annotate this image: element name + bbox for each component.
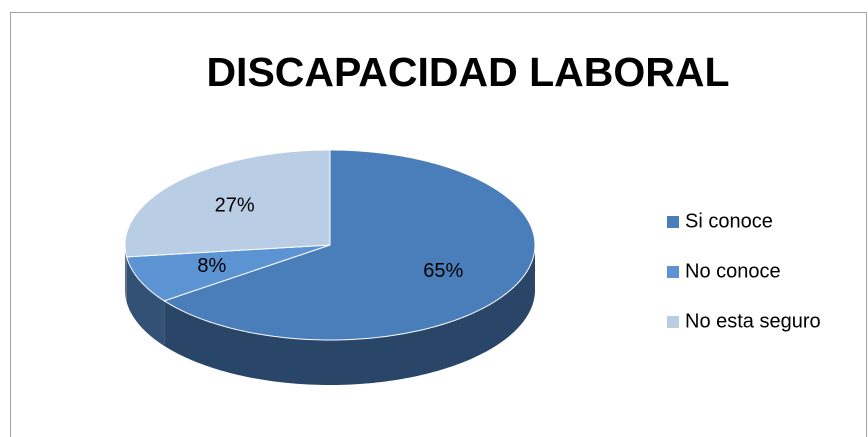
legend-swatch xyxy=(667,316,679,328)
data-label: 65% xyxy=(423,260,463,282)
chart-title: DISCAPACIDAD LABORAL xyxy=(206,49,729,95)
legend-swatch xyxy=(667,266,679,278)
pie-slice xyxy=(162,149,536,341)
legend-swatch xyxy=(667,216,679,228)
pie-slice xyxy=(124,149,331,258)
pie-side xyxy=(126,256,165,346)
data-label: 27% xyxy=(215,194,255,216)
data-label: 8% xyxy=(197,255,226,277)
legend-label: No esta seguro xyxy=(685,310,821,332)
pie-side xyxy=(125,245,127,302)
pie-side xyxy=(164,245,535,385)
legend-label: No conoce xyxy=(685,260,781,282)
pie-slice xyxy=(125,244,331,302)
legend-label: Si conoce xyxy=(685,210,773,232)
